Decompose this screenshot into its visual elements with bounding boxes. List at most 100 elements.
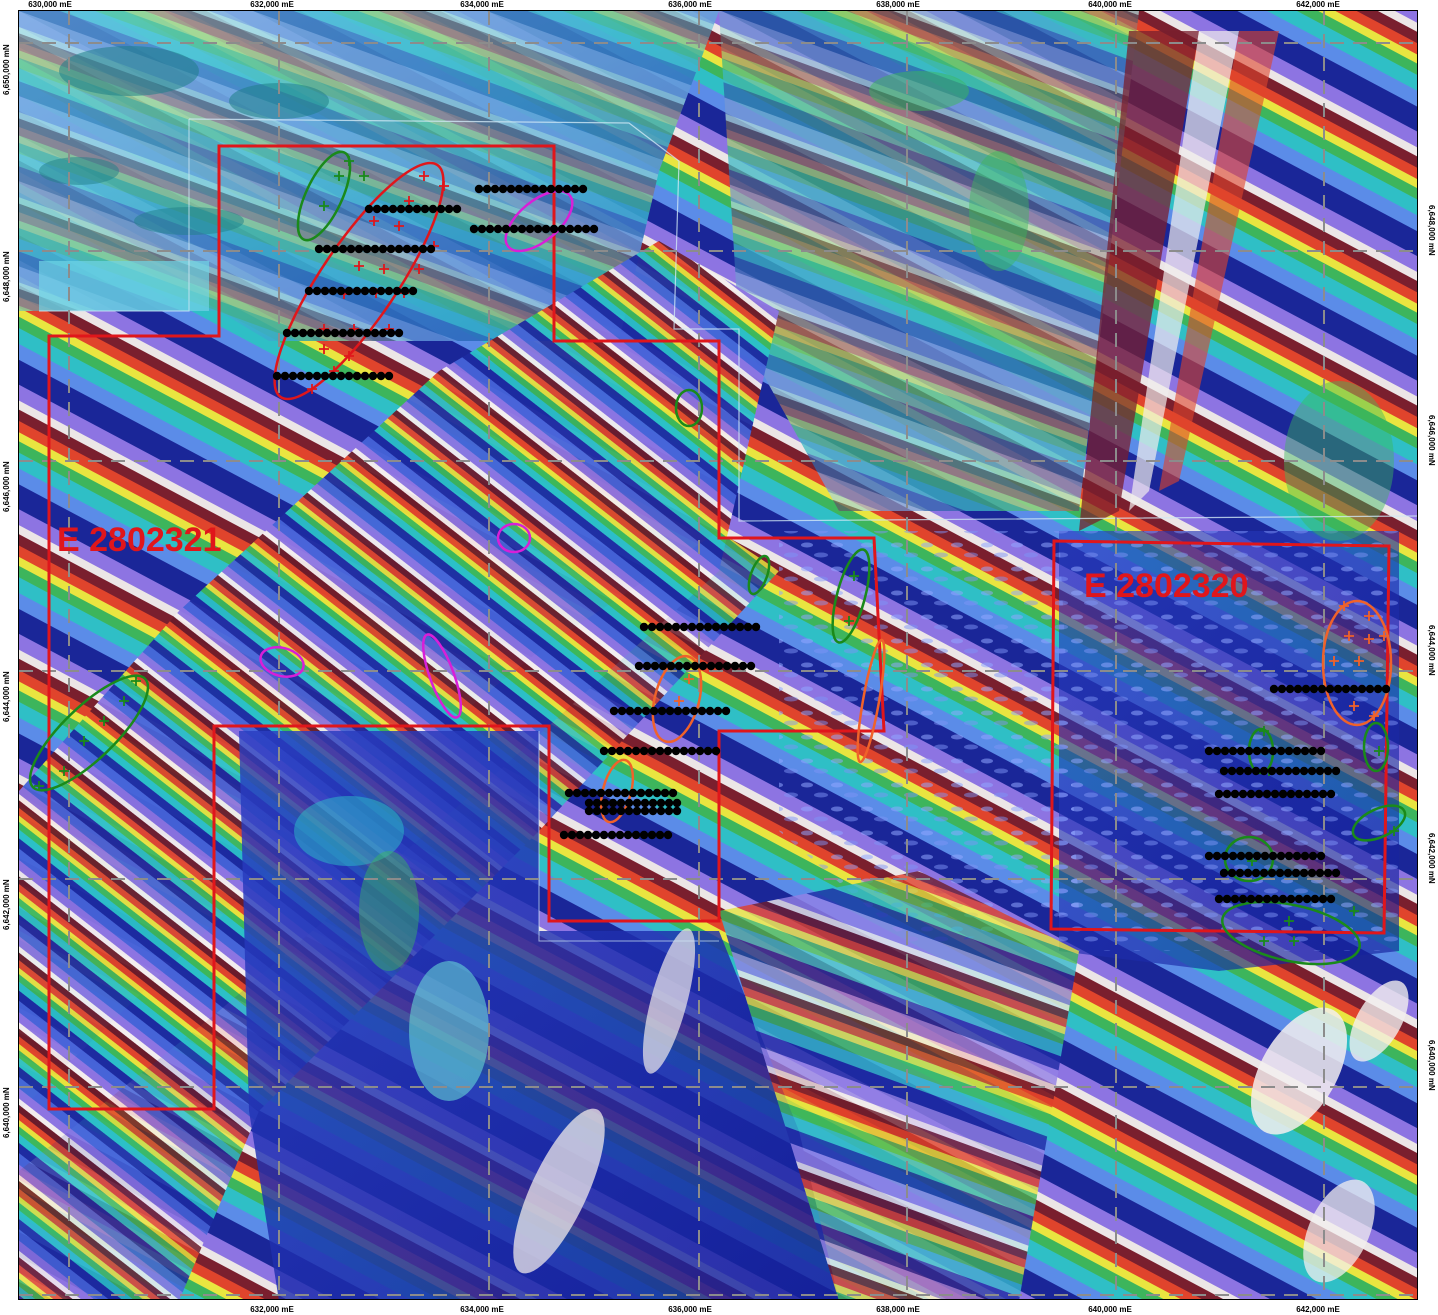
drill-collar-dot[interactable] [632,806,642,816]
drill-collar-dot[interactable] [706,661,716,671]
drill-collar-dot[interactable] [1230,894,1240,904]
drill-collar-dot[interactable] [656,806,666,816]
drill-collar-dot[interactable] [1219,868,1229,878]
drill-collar-dot[interactable] [1293,684,1303,694]
drill-collar-dot[interactable] [1222,789,1232,799]
drill-collar-dot[interactable] [1235,766,1245,776]
drill-collar-dot[interactable] [592,798,602,808]
drill-collar-dot[interactable] [1349,684,1359,694]
drill-collar-dot[interactable] [687,746,697,756]
drill-traverse-row[interactable] [1204,851,1326,861]
drill-collar-dot[interactable] [394,244,404,254]
drill-collar-dot[interactable] [320,286,330,296]
drill-collar-dot[interactable] [1251,766,1261,776]
drill-collar-dot[interactable] [1220,851,1230,861]
drill-collar-dot[interactable] [306,328,316,338]
drill-collar-dot[interactable] [1373,684,1383,694]
drill-collar-dot[interactable] [1309,684,1319,694]
drill-collar-dot[interactable] [1283,766,1293,776]
drill-collar-dot[interactable] [1251,868,1261,878]
drill-collar-dot[interactable] [346,328,356,338]
drill-collar-dot[interactable] [444,204,454,214]
drill-collar-dot[interactable] [1323,868,1333,878]
drill-collar-dot[interactable] [288,371,298,381]
drill-collar-dot[interactable] [1291,766,1301,776]
drill-collar-dot[interactable] [581,224,591,234]
drill-collar-dot[interactable] [506,184,516,194]
drill-collar-dot[interactable] [314,244,324,254]
drill-collar-dot[interactable] [640,798,650,808]
drill-collar-dot[interactable] [689,706,699,716]
drill-collar-dot[interactable] [648,806,658,816]
drill-collar-dot[interactable] [336,371,346,381]
drill-collar-dot[interactable] [1308,746,1318,756]
drill-collar-dot[interactable] [1301,684,1311,694]
drill-collar-dot[interactable] [1238,789,1248,799]
drill-collar-dot[interactable] [687,622,697,632]
drill-collar-dot[interactable] [1310,789,1320,799]
drill-collar-dot[interactable] [647,622,657,632]
drill-collar-dot[interactable] [1235,868,1245,878]
drill-collar-dot[interactable] [546,184,556,194]
drill-collar-dot[interactable] [655,622,665,632]
drill-collar-dot[interactable] [328,371,338,381]
drill-collar-dot[interactable] [485,224,495,234]
drill-collar-dot[interactable] [469,224,479,234]
drill-collar-dot[interactable] [336,286,346,296]
drill-collar-dot[interactable] [668,788,678,798]
drill-collar-dot[interactable] [642,661,652,671]
drill-collar-dot[interactable] [428,204,438,214]
drill-collar-dot[interactable] [647,830,657,840]
drill-collar-dot[interactable] [655,746,665,756]
drill-collar-dot[interactable] [616,806,626,816]
drill-collar-dot[interactable] [592,806,602,816]
drill-collar-dot[interactable] [615,746,625,756]
drill-collar-dot[interactable] [727,622,737,632]
drill-collar-dot[interactable] [624,806,634,816]
drill-collar-dot[interactable] [703,622,713,632]
drill-collar-dot[interactable] [664,806,674,816]
drill-traverse-row[interactable] [584,798,682,808]
drill-collar-dot[interactable] [615,830,625,840]
drill-collar-dot[interactable] [644,788,654,798]
drill-collar-dot[interactable] [679,622,689,632]
drill-collar-dot[interactable] [1318,894,1328,904]
drill-collar-dot[interactable] [573,224,583,234]
drill-collar-dot[interactable] [1333,684,1343,694]
drill-collar-dot[interactable] [408,286,418,296]
drill-collar-dot[interactable] [1214,789,1224,799]
drill-collar-dot[interactable] [607,830,617,840]
drill-traverse-row[interactable] [304,286,418,296]
drill-collar-dot[interactable] [282,328,292,338]
drill-collar-dot[interactable] [658,661,668,671]
drill-collar-dot[interactable] [672,806,682,816]
drill-collar-dot[interactable] [1283,868,1293,878]
drill-collar-dot[interactable] [1294,789,1304,799]
drill-collar-dot[interactable] [584,806,594,816]
drill-collar-dot[interactable] [396,204,406,214]
drill-collar-dot[interactable] [1302,894,1312,904]
drill-traverse-row[interactable] [564,788,678,798]
drill-traverse-row[interactable] [314,244,436,254]
drill-collar-dot[interactable] [384,371,394,381]
drill-collar-dot[interactable] [695,622,705,632]
drill-collar-dot[interactable] [713,706,723,716]
drill-collar-dot[interactable] [1381,684,1391,694]
drill-collar-dot[interactable] [1284,746,1294,756]
drill-collar-dot[interactable] [376,286,386,296]
drill-collar-dot[interactable] [673,706,683,716]
drill-collar-dot[interactable] [1284,851,1294,861]
drill-collar-dot[interactable] [648,798,658,808]
drill-collar-dot[interactable] [751,622,761,632]
drill-collar-dot[interactable] [436,204,446,214]
drill-collar-dot[interactable] [564,788,574,798]
drill-collar-dot[interactable] [612,788,622,798]
drill-collar-dot[interactable] [1331,766,1341,776]
target-ellipses[interactable] [19,144,1410,975]
drill-collar-dot[interactable] [575,830,585,840]
drill-collar-dot[interactable] [1275,766,1285,776]
drill-collar-dot[interactable] [360,371,370,381]
drill-collar-dot[interactable] [509,224,519,234]
drill-collar-dot[interactable] [354,328,364,338]
drill-collar-dot[interactable] [743,622,753,632]
